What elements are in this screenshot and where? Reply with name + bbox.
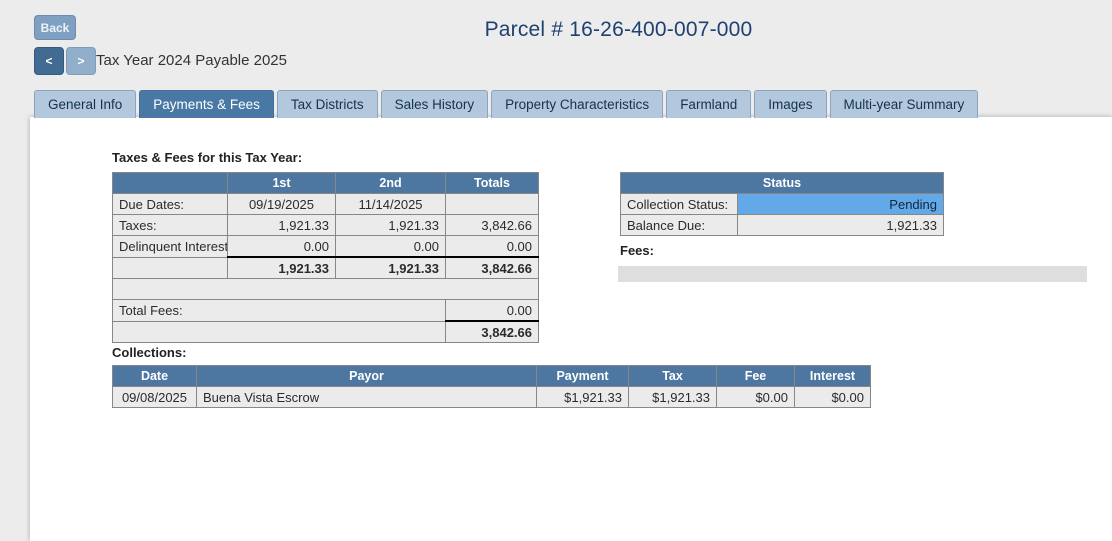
collection-status-value-cell: Pending [736,193,945,215]
balance-due-row: Balance Due: 1,921.33 [620,214,945,236]
header-cell-date: Date [112,365,197,387]
column-totals-row: 1,921.33 1,921.33 3,842.66 [112,256,539,279]
balance-due-value-cell: 1,921.33 [736,214,945,236]
taxes-2nd-cell: 1,921.33 [335,214,446,236]
spacer-row [112,278,539,300]
status-header-cell: Status [619,172,945,194]
collection-interest-cell: $0.00 [794,386,871,408]
taxes-fees-section-label: Taxes & Fees for this Tax Year: [112,150,303,165]
taxes-totals-cell: 3,842.66 [445,214,539,236]
total-totals-cell: 3,842.66 [445,256,539,279]
collection-row: 09/08/2025 Buena Vista Escrow $1,921.33 … [112,386,871,408]
collection-fee-cell: $0.00 [716,386,795,408]
total-fees-row: Total Fees: 0.00 [112,299,539,322]
previous-year-button[interactable]: < [34,47,64,75]
tab-bar: General Info Payments & Fees Tax Distric… [34,90,979,118]
tab-farmland[interactable]: Farmland [666,90,752,118]
taxes-fees-table: 1st 2nd Totals Due Dates: 09/19/2025 11/… [112,172,539,343]
collection-status-label-cell: Collection Status: [620,193,738,215]
header-cell-fee: Fee [716,365,795,387]
next-year-button[interactable]: > [66,47,96,75]
taxes-fees-header-row: 1st 2nd Totals [112,172,539,194]
due-dates-row: Due Dates: 09/19/2025 11/14/2025 [112,193,539,215]
tab-multi-year-summary[interactable]: Multi-year Summary [829,90,979,118]
tab-images[interactable]: Images [754,90,827,118]
tab-property-characteristics[interactable]: Property Characteristics [491,90,664,118]
due-date-1st-cell: 09/19/2025 [227,193,336,215]
grand-total-value-cell: 3,842.66 [445,320,539,343]
balance-due-label-cell: Balance Due: [620,214,738,236]
content-panel: Taxes & Fees for this Tax Year: 1st 2nd … [30,117,1112,541]
taxes-1st-cell: 1,921.33 [227,214,336,236]
collections-header-row: Date Payor Payment Tax Fee Interest [112,365,871,387]
header-cell-payment: Payment [536,365,629,387]
status-header-row: Status [619,172,945,194]
header-cell-blank [112,172,228,194]
tab-sales-history[interactable]: Sales History [380,90,489,118]
grand-total-row: 3,842.66 [112,320,539,343]
header-cell-tax: Tax [628,365,717,387]
collections-section-label: Collections: [112,345,187,360]
collection-payor-cell: Buena Vista Escrow [196,386,537,408]
total-fees-value-cell: 0.00 [445,299,539,322]
collection-status-row: Collection Status: Pending [620,193,945,215]
header-cell-1st: 1st [227,172,336,194]
tab-general-info[interactable]: General Info [34,90,137,118]
page-title: Parcel # 16-26-400-007-000 [484,18,753,41]
tax-year-label: Tax Year 2024 Payable 2025 [96,52,287,69]
header-cell-interest: Interest [794,365,871,387]
collection-date-cell: 09/08/2025 [112,386,197,408]
total-fees-label-cell: Total Fees: [112,299,446,322]
total-1st-cell: 1,921.33 [227,256,336,279]
status-table: Status Collection Status: Pending Balanc… [619,172,945,236]
total-2nd-cell: 1,921.33 [335,256,446,279]
header-cell-2nd: 2nd [335,172,446,194]
due-date-totals-cell [445,193,539,215]
row-label-cell: Delinquent Interest: [112,235,228,258]
spacer-cell [112,278,539,300]
grand-total-blank-cell [112,320,446,343]
fees-empty-bar [618,266,1087,282]
due-date-2nd-cell: 11/14/2025 [335,193,446,215]
tab-payments-fees[interactable]: Payments & Fees [139,90,274,118]
taxes-row: Taxes: 1,921.33 1,921.33 3,842.66 [112,214,539,236]
row-label-cell [112,256,228,279]
row-label-cell: Taxes: [112,214,228,236]
header-cell-totals: Totals [445,172,539,194]
delinquent-totals-cell: 0.00 [445,235,539,258]
back-button[interactable]: Back [34,15,76,40]
fees-section-label: Fees: [620,243,654,258]
delinquent-interest-row: Delinquent Interest: 0.00 0.00 0.00 [112,235,539,258]
row-label-cell: Due Dates: [112,193,228,215]
collections-table: Date Payor Payment Tax Fee Interest 09/0… [112,365,871,408]
delinquent-1st-cell: 0.00 [227,235,336,258]
tab-tax-districts[interactable]: Tax Districts [276,90,378,118]
delinquent-2nd-cell: 0.00 [335,235,446,258]
collection-payment-cell: $1,921.33 [536,386,629,408]
header-cell-payor: Payor [196,365,537,387]
collection-tax-cell: $1,921.33 [628,386,717,408]
